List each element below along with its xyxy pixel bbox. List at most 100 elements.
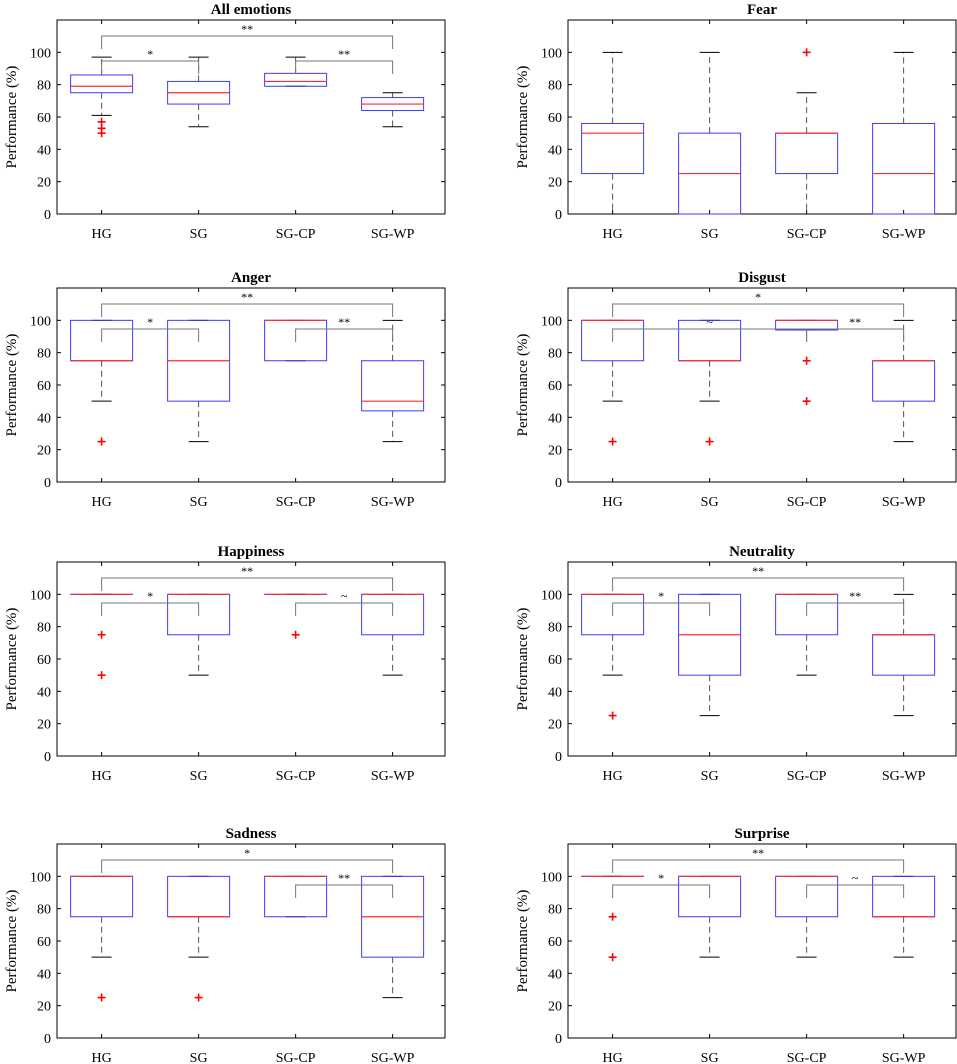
x-tick-label: SG	[701, 1051, 719, 1064]
box-sg-cp	[775, 48, 839, 215]
x-tick-label: SG-WP	[371, 495, 415, 510]
bracket-line	[101, 859, 394, 873]
x-tick-label: SG-CP	[787, 769, 827, 784]
y-tick-label: 40	[548, 411, 562, 426]
y-tick-label: 0	[44, 1032, 51, 1047]
box-hg	[70, 56, 134, 138]
significance-label: **	[338, 47, 350, 61]
bracket-line	[612, 859, 905, 873]
y-tick-label: 0	[44, 750, 51, 765]
x-tick-label: SG-CP	[787, 227, 827, 242]
chart-title: Fear	[747, 2, 777, 18]
y-tick-label: 40	[37, 967, 51, 982]
outlier-marker	[802, 356, 811, 365]
plot-frame	[56, 287, 446, 483]
bracket-line	[295, 602, 394, 616]
significance-label: ~	[341, 589, 348, 603]
significance-bracket: **	[612, 846, 905, 873]
y-tick-label: 20	[548, 1000, 562, 1015]
box-sg-cp	[264, 875, 328, 918]
y-tick-label: 80	[37, 903, 51, 918]
significance-bracket: ~	[612, 315, 808, 342]
y-tick-label: 0	[555, 1032, 562, 1047]
x-tick-label: SG-WP	[371, 1051, 415, 1064]
plot-frame	[567, 561, 957, 757]
y-tick-label: 100	[541, 314, 562, 329]
y-tick-label: 100	[541, 46, 562, 61]
significance-label: *	[658, 871, 664, 885]
significance-bracket: **	[295, 47, 394, 74]
outlier-marker	[97, 129, 106, 138]
significance-label: **	[752, 564, 764, 578]
y-tick-label: 60	[37, 935, 51, 950]
significance-label: *	[147, 47, 153, 61]
bracket-line	[612, 328, 808, 342]
plot-frame	[56, 843, 446, 1039]
bracket-line	[612, 884, 711, 898]
x-tick-label: HG	[603, 495, 623, 510]
box-sg-wp	[361, 593, 425, 676]
y-tick-label: 80	[548, 79, 562, 94]
significance-bracket: **	[295, 871, 394, 898]
bracket-line	[612, 303, 905, 317]
y-tick-label: 20	[37, 176, 51, 191]
plot-frame	[567, 843, 957, 1039]
iqr-box	[264, 72, 328, 87]
y-tick-label: 100	[541, 870, 562, 885]
x-tick-label: HG	[603, 1051, 623, 1064]
outlier-marker	[705, 437, 714, 446]
outlier-marker	[608, 953, 617, 962]
bracket-line	[101, 328, 200, 342]
y-tick-label: 0	[555, 208, 562, 223]
y-axis-label: Performance (%)	[515, 334, 531, 437]
plot-frame	[56, 19, 446, 215]
outlier-marker	[608, 711, 617, 720]
outlier-marker	[608, 437, 617, 446]
y-tick-label: 80	[37, 79, 51, 94]
chart-panel-2: Fear 0 20 40 60 80 100 Performance (%) HG SG SG-CP…	[515, 2, 957, 242]
bracket-line	[295, 60, 394, 74]
bracket-line	[101, 303, 394, 317]
significance-label: ~	[706, 315, 713, 329]
x-tick-label: SG	[701, 769, 719, 784]
box-sg	[678, 875, 742, 958]
chart-panel-4: Disgust 0 20 40 60 80 100 Performance (%) HG SG SG…	[515, 270, 957, 510]
y-tick-label: 0	[44, 208, 51, 223]
y-tick-label: 60	[37, 653, 51, 668]
chart-panel-6: Neutrality 0 20 40 60 80 100 Performance (%) HG S…	[515, 544, 957, 784]
box-hg	[70, 593, 134, 680]
x-tick-label: HG	[603, 227, 623, 242]
x-tick-label: SG-WP	[882, 769, 926, 784]
significance-bracket: ~	[806, 871, 905, 898]
box-hg	[70, 875, 134, 1002]
y-tick-label: 20	[548, 444, 562, 459]
y-tick-label: 0	[555, 476, 562, 491]
y-tick-label: 100	[30, 314, 51, 329]
iqr-box	[167, 875, 231, 918]
y-tick-label: 80	[548, 621, 562, 636]
y-tick-label: 80	[37, 347, 51, 362]
y-tick-label: 20	[548, 718, 562, 733]
iqr-box	[70, 875, 134, 918]
box-sg	[167, 319, 231, 443]
y-tick-label: 20	[37, 718, 51, 733]
bracket-line	[806, 602, 905, 616]
significance-label: *	[658, 589, 664, 603]
box-sg-wp	[361, 875, 425, 999]
iqr-box	[581, 122, 645, 175]
x-tick-label: SG-WP	[371, 227, 415, 242]
significance-bracket: *	[101, 846, 394, 873]
box-sg-wp	[872, 319, 936, 443]
outlier-marker	[97, 437, 106, 446]
x-tick-label: HG	[92, 1051, 112, 1064]
significance-bracket: *	[101, 589, 200, 616]
x-tick-label: HG	[603, 769, 623, 784]
iqr-box	[872, 360, 936, 402]
y-tick-label: 40	[37, 685, 51, 700]
y-axis-label: Performance (%)	[515, 66, 531, 169]
bracket-line	[101, 577, 394, 591]
y-tick-label: 80	[548, 903, 562, 918]
bracket-line	[806, 884, 905, 898]
y-tick-label: 100	[30, 588, 51, 603]
significance-label: **	[338, 871, 350, 885]
